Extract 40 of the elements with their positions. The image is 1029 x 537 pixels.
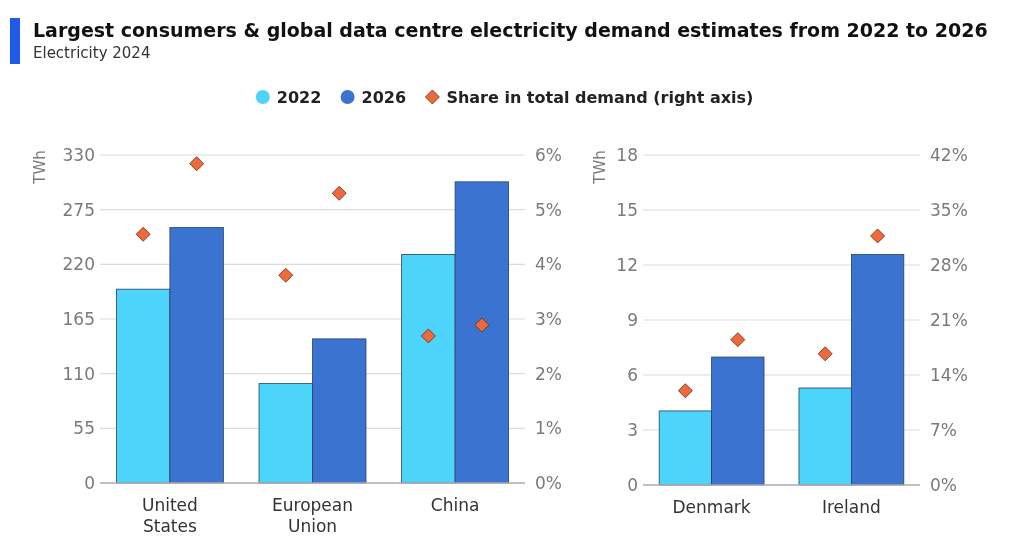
y-axis-title: TWh [31,150,49,185]
y-tick-label: 165 [62,308,95,329]
y-tick-label: 0 [84,472,95,493]
y-tick-label: 3 [627,419,638,440]
chart-subtitle: Electricity 2024 [33,44,151,62]
y2-tick-label: 0% [535,472,562,493]
y2-tick-label: 28% [930,254,968,275]
y-tick-label: 55 [73,418,95,439]
y2-tick-label: 3% [535,308,562,329]
y-tick-label: 15 [616,199,638,220]
y2-tick-label: 7% [930,419,957,440]
y2-tick-label: 14% [930,364,968,385]
y2-tick-label: 5% [535,199,562,220]
x-tick-label: Denmark [672,497,751,517]
y-tick-label: 330 [62,144,95,165]
x-tick-label: China [430,495,480,515]
y2-tick-label: 35% [930,199,968,220]
y2-tick-label: 1% [535,418,562,439]
x-tick-label: United States [141,495,198,536]
y-tick-label: 18 [616,144,638,165]
y-tick-label: 12 [616,254,638,275]
y2-tick-label: 4% [535,254,562,275]
y2-tick-label: 21% [930,309,968,330]
y-axis-title: TWh [591,150,609,185]
legend-label: Share in total demand (right axis) [446,87,754,107]
y2-tick-label: 42% [930,144,968,165]
chart-title: Largest consumers & global data centre electricity demand estimates from 2022 to 2026 [33,19,988,41]
y-tick-label: 220 [62,254,95,275]
legend-label: 2026 [361,87,407,107]
y2-tick-label: 6% [535,144,562,165]
x-tick-label: European Union [272,495,353,536]
y-tick-label: 275 [62,199,95,220]
x-tick-label: Ireland [822,497,881,517]
y2-tick-label: 0% [930,474,957,495]
y-tick-label: 0 [627,474,638,495]
y-tick-label: 110 [62,363,95,384]
legend-label: 2022 [276,87,322,107]
y-tick-label: 6 [627,364,638,385]
y2-tick-label: 2% [535,363,562,384]
y-tick-label: 9 [627,309,638,330]
